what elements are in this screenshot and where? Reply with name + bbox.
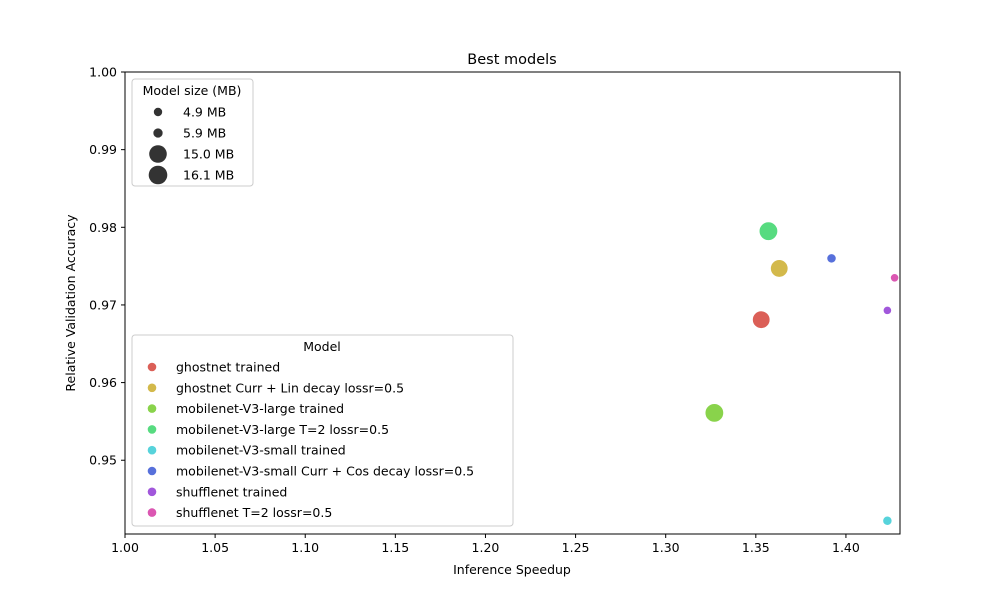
plot-frame <box>124 71 901 535</box>
size-legend-label: 15.0 MB <box>183 147 234 162</box>
model-legend-label: ghostnet Curr + Lin decay lossr=0.5 <box>176 380 404 395</box>
model-legend-label: shufflenet T=2 lossr=0.5 <box>176 505 332 520</box>
model-legend-marker <box>147 383 157 393</box>
y-tick-label: 0.96 <box>89 375 117 390</box>
model-legend-label: ghostnet trained <box>176 360 280 375</box>
x-tick-label: 1.10 <box>291 540 319 555</box>
x-tick-label: 1.25 <box>562 540 590 555</box>
x-axis-ticks: 1.00 1.05 1.10 1.15 1.20 1.25 1.30 1.35 1.40 <box>111 534 860 555</box>
x-axis-label: Inference Speedup <box>453 562 571 577</box>
model-legend-marker <box>147 445 157 455</box>
data-point <box>704 403 725 423</box>
model-legend-marker <box>147 404 157 413</box>
model-legend-marker <box>147 508 157 517</box>
y-axis-label: Relative Validation Accuracy <box>63 214 78 392</box>
data-point <box>889 273 900 283</box>
model-legend-title: Model <box>303 339 341 354</box>
x-tick-label: 1.05 <box>201 540 229 555</box>
model-legend: Model ghostnet trained ghostnet Curr + Li… <box>131 334 514 527</box>
model-legend-frame <box>131 334 514 527</box>
model-legend-marker <box>147 466 157 476</box>
model-legend-marker <box>147 425 157 434</box>
model-legend-marker <box>147 487 157 497</box>
size-legend-marker <box>153 128 163 138</box>
y-tick-label: 0.98 <box>89 220 117 235</box>
data-point <box>826 253 837 264</box>
x-tick-label: 1.35 <box>742 540 770 555</box>
data-point <box>770 259 789 278</box>
model-legend-marker <box>147 362 157 372</box>
size-legend-marker <box>148 165 168 185</box>
chart-title: Best models <box>467 52 556 68</box>
y-axis-ticks: 0.95 0.96 0.97 0.98 0.99 1.00 <box>89 65 125 468</box>
size-legend-marker <box>149 145 167 163</box>
model-legend-label: mobilenet-V3-large T=2 lossr=0.5 <box>176 422 389 437</box>
y-tick-label: 1.00 <box>89 65 117 80</box>
data-point <box>882 515 893 526</box>
data-point <box>758 221 779 241</box>
size-legend-title: Model size (MB) <box>143 83 242 98</box>
size-legend: Model size (MB) 4.9 MB 5.9 MB 15.0 MB 16.1 … <box>131 78 254 187</box>
size-legend-label: 5.9 MB <box>183 126 226 141</box>
size-legend-marker <box>153 107 163 117</box>
x-tick-label: 1.40 <box>832 540 860 555</box>
y-tick-label: 0.95 <box>89 453 117 468</box>
x-tick-label: 1.15 <box>381 540 409 555</box>
x-tick-label: 1.30 <box>652 540 680 555</box>
x-tick-label: 1.00 <box>111 540 139 555</box>
data-point <box>882 305 892 315</box>
size-legend-label: 4.9 MB <box>183 105 226 120</box>
data-points <box>704 221 900 526</box>
model-legend-label: mobilenet-V3-small trained <box>176 443 346 458</box>
model-legend-label: mobilenet-V3-small Curr + Cos decay loss… <box>176 464 474 479</box>
model-legend-label: shufflenet trained <box>176 484 287 499</box>
model-legend-label: mobilenet-V3-large trained <box>176 401 344 416</box>
y-tick-label: 0.99 <box>89 142 117 157</box>
size-legend-label: 16.1 MB <box>183 168 234 183</box>
data-point <box>752 310 771 329</box>
y-tick-label: 0.97 <box>89 297 117 312</box>
x-tick-label: 1.20 <box>472 540 500 555</box>
